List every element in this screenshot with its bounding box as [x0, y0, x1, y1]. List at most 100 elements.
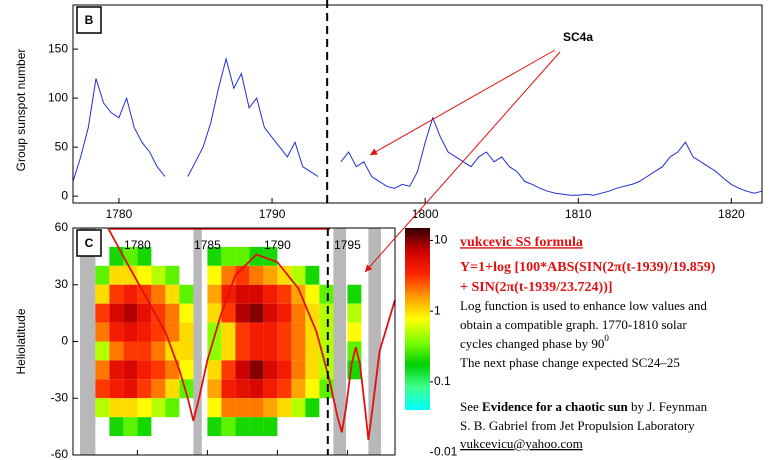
heat-cell — [263, 265, 278, 285]
y-axis-label: Group sunspot number — [14, 49, 28, 172]
heat-cell — [249, 398, 264, 418]
y-tick-label: 100 — [48, 90, 68, 104]
heat-cell — [249, 246, 264, 266]
heat-cell — [137, 246, 152, 266]
heat-cell — [277, 265, 292, 285]
heat-cell — [305, 265, 320, 285]
heat-cell — [95, 322, 110, 342]
heat-cell — [137, 265, 152, 285]
heat-cell — [95, 379, 110, 399]
formula-line: Y=1+log [100*ABS(SIN(2π(t-1939)/19.859) — [460, 260, 716, 275]
heat-cell — [109, 379, 124, 399]
heat-cell — [277, 341, 292, 361]
heat-cell — [291, 398, 306, 418]
heat-cell — [137, 379, 152, 399]
heat-cell — [179, 341, 194, 361]
plot-frame — [72, 227, 396, 456]
heat-cell — [263, 379, 278, 399]
data-gap — [193, 228, 202, 455]
heat-cell — [263, 341, 278, 361]
heat-cell — [207, 360, 222, 380]
heat-cell — [165, 398, 180, 418]
x-tick-label: 1790 — [264, 238, 291, 252]
heat-cell — [165, 265, 180, 285]
heat-cell — [179, 360, 194, 380]
y-tick-label: 150 — [48, 41, 68, 55]
heat-cell — [291, 303, 306, 323]
heat-cell — [109, 284, 124, 304]
heat-cell — [137, 322, 152, 342]
heat-cell — [277, 284, 292, 304]
heat-cell — [291, 341, 306, 361]
panel-label-box — [76, 6, 102, 34]
heat-cell — [109, 265, 124, 285]
y-tick-label: -30 — [51, 390, 69, 404]
x-tick-label: 1780 — [124, 238, 151, 252]
heat-cell — [221, 379, 236, 399]
heat-cell — [249, 322, 264, 342]
heat-cell — [207, 417, 222, 437]
y-tick-label: 0 — [61, 334, 68, 348]
heat-cell — [123, 360, 138, 380]
y-tick-label: 50 — [55, 139, 69, 153]
heat-cell — [137, 303, 152, 323]
y-tick-label: -60 — [51, 447, 69, 460]
heat-cell — [151, 341, 166, 361]
data-line — [72, 56, 763, 196]
heat-cell — [109, 246, 124, 266]
heat-cell — [109, 322, 124, 342]
heat-cell — [263, 398, 278, 418]
heat-cell — [305, 303, 320, 323]
y-tick-label: 30 — [55, 277, 69, 291]
colorbar-tick-label: 1 — [434, 303, 441, 317]
heat-cell — [137, 398, 152, 418]
formula-curve — [107, 227, 396, 441]
x-tick-label: 1795 — [334, 238, 361, 252]
note-line: The next phase change expected SC24–25 — [460, 355, 680, 370]
annotation-arrow — [369, 49, 556, 156]
heat-cell — [305, 322, 320, 342]
heat-cell — [123, 341, 138, 361]
heat-cell — [151, 284, 166, 304]
data-gap — [333, 228, 346, 455]
heat-cell — [221, 246, 236, 266]
email[interactable]: vukcevicu@yahoo.com — [460, 436, 583, 451]
heat-cell — [137, 417, 152, 437]
heat-cell — [165, 379, 180, 399]
heat-cell — [151, 360, 166, 380]
heat-cell — [249, 379, 264, 399]
heat-cell — [263, 284, 278, 304]
annotation: SC4a — [563, 30, 593, 44]
data-gap — [80, 228, 96, 455]
colorbar-tick-label: 10 — [434, 233, 448, 247]
heat-cell — [207, 265, 222, 285]
note-line: Log function is used to enhance low valu… — [460, 298, 707, 313]
heat-cell — [347, 322, 362, 342]
heat-cell — [137, 341, 152, 361]
reference-line: See Evidence for a chaotic sun by J. Fey… — [460, 399, 708, 414]
formula-line: + SIN(2π(t-1939/23.724))] — [460, 280, 613, 295]
note-text: cycles changed phase by 90 — [460, 336, 604, 351]
colorbar-tick-label: 0.01 — [434, 445, 458, 459]
heat-cell — [165, 322, 180, 342]
heat-cell — [277, 360, 292, 380]
heat-cell — [221, 265, 236, 285]
heat-cell — [207, 303, 222, 323]
heat-cell — [291, 322, 306, 342]
heat-cell — [277, 322, 292, 342]
heat-cell — [305, 341, 320, 361]
heat-cell — [137, 360, 152, 380]
x-tick-label: 1810 — [565, 207, 592, 221]
heat-cell — [109, 417, 124, 437]
heat-cell — [221, 398, 236, 418]
heat-cell — [277, 398, 292, 418]
heat-cell — [305, 284, 320, 304]
ref-text: See — [460, 399, 482, 414]
heat-cell — [249, 341, 264, 361]
x-tick-label: 1780 — [106, 207, 133, 221]
plot-frame — [72, 4, 763, 204]
heat-cell — [235, 322, 250, 342]
heat-cell — [95, 265, 110, 285]
heat-cell — [277, 303, 292, 323]
